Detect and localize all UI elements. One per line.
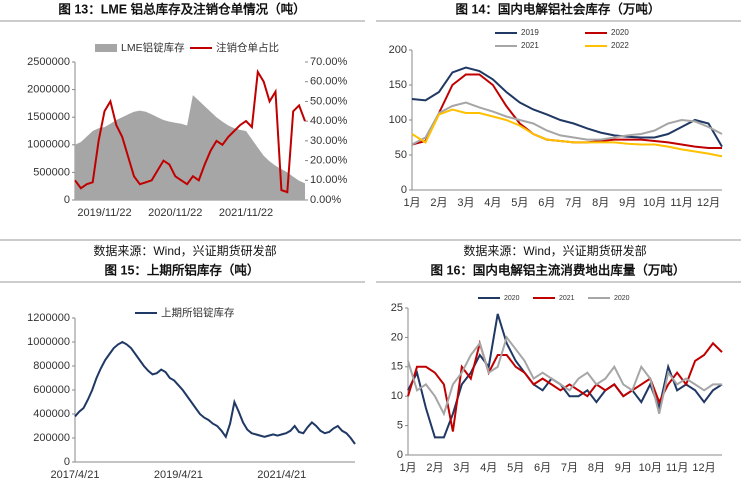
x-tick-label: 5月: [511, 197, 528, 209]
x-tick-label: 3月: [457, 197, 474, 209]
source-note: 数据来源：Wind，兴证期货研发部: [93, 243, 276, 258]
y-tick-label: 50.00%: [310, 95, 348, 107]
y-tick-label: 800000: [33, 360, 70, 372]
y-tick-label: 0: [397, 449, 403, 461]
x-tick-label: 1月: [403, 197, 420, 209]
x-tick-label: 2021/11/22: [219, 207, 273, 219]
line: [74, 340, 356, 445]
legend-label: 上期所铝锭库存: [161, 306, 235, 319]
y-tick-label: 30.00%: [310, 135, 348, 147]
legend-label: 2020: [614, 295, 630, 302]
legend-label: 2022: [611, 41, 629, 50]
line: [411, 108, 723, 158]
x-tick-label: 2020/11/22: [148, 207, 202, 219]
y-tick-label: 15: [391, 361, 403, 373]
y-tick-label: 60.00%: [310, 76, 348, 88]
chart-title: 图 14：国内电解铝社会库存（万吨）: [456, 1, 661, 16]
y-tick-label: 70.00%: [310, 56, 348, 68]
x-tick-label: 8月: [592, 197, 609, 209]
y-tick-label: 50: [395, 149, 407, 161]
y-tick-label: 10.00%: [310, 174, 348, 186]
x-tick-label: 2019/11/22: [77, 207, 131, 219]
chart-title: 图 15：上期所铝库存（吨）: [105, 262, 260, 277]
legend-label: LME铝锭库存: [121, 41, 185, 54]
y-tick-label: 200: [389, 44, 407, 56]
x-tick-label: 6月: [534, 462, 551, 474]
x-tick-label: 10月: [639, 462, 662, 474]
y-tick-label: 150: [389, 79, 407, 91]
y-tick-label: 100: [389, 114, 407, 126]
line: [407, 313, 723, 439]
line: [411, 66, 723, 148]
legend-label: 注销仓单占比: [216, 41, 279, 54]
x-tick-label: 7月: [565, 197, 582, 209]
y-tick-label: 1500000: [27, 111, 70, 123]
source-note: 数据来源：Wind，兴证期货研发部: [463, 243, 646, 258]
y-tick-label: 0: [64, 194, 70, 206]
x-tick-label: 2月: [426, 462, 443, 474]
y-tick-label: 500000: [33, 166, 70, 178]
y-tick-label: 0: [64, 456, 70, 468]
legend-label: 2020: [504, 295, 520, 302]
y-tick-label: 600000: [33, 384, 70, 396]
legend-label: 2021: [521, 41, 539, 50]
x-tick-label: 5月: [507, 462, 524, 474]
x-tick-label: 2019/4/21: [154, 469, 203, 481]
y-tick-label: 0.00%: [310, 194, 341, 206]
x-tick-label: 10月: [643, 197, 666, 209]
y-tick-label: 0: [401, 184, 407, 196]
x-tick-label: 2017/4/21: [51, 469, 100, 481]
y-tick-label: 2000000: [27, 84, 70, 96]
y-tick-label: 1000000: [27, 336, 70, 348]
x-tick-label: 12月: [692, 462, 715, 474]
x-tick-label: 2月: [430, 197, 447, 209]
chart-title: 图 13：LME 铝总库存及注销仓单情况（吨）: [58, 1, 305, 16]
chart-title: 图 16：国内电解铝主流消费地出库量（万吨）: [431, 262, 686, 277]
x-tick-label: 11月: [666, 462, 688, 474]
x-tick-label: 1月: [399, 462, 416, 474]
legend-swatch: [95, 44, 117, 52]
x-tick-label: 12月: [697, 197, 720, 209]
y-tick-label: 2500000: [27, 56, 70, 68]
x-tick-label: 2021/4/21: [257, 469, 306, 481]
y-tick-label: 25: [391, 302, 403, 314]
area: [75, 95, 305, 200]
y-tick-label: 200000: [33, 432, 70, 444]
x-tick-label: 11月: [670, 197, 692, 209]
y-tick-label: 20: [391, 331, 403, 343]
y-tick-label: 5: [397, 420, 403, 432]
x-tick-label: 4月: [484, 197, 501, 209]
x-tick-label: 9月: [619, 197, 636, 209]
y-tick-label: 10: [391, 390, 403, 402]
x-tick-label: 4月: [480, 462, 497, 474]
x-tick-label: 8月: [588, 462, 605, 474]
x-tick-label: 7月: [561, 462, 578, 474]
x-tick-label: 6月: [538, 197, 555, 209]
y-tick-label: 1000000: [27, 139, 70, 151]
legend-label: 2020: [611, 28, 629, 37]
y-tick-label: 1200000: [27, 312, 70, 324]
line: [411, 101, 723, 146]
y-tick-label: 20.00%: [310, 154, 348, 166]
legend-label: 2019: [521, 28, 539, 37]
y-tick-label: 400000: [33, 408, 70, 420]
x-tick-label: 9月: [615, 462, 632, 474]
line: [407, 335, 722, 417]
legend-label: 2021: [559, 295, 575, 302]
line: [74, 68, 306, 194]
x-tick-label: 3月: [453, 462, 470, 474]
y-tick-label: 40.00%: [310, 115, 348, 127]
